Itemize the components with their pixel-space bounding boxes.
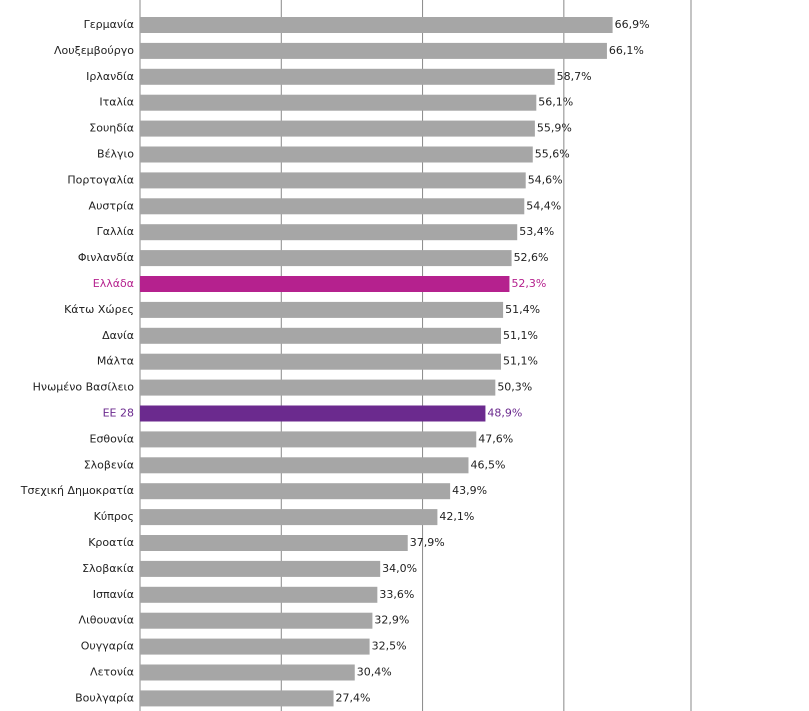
category-label: Σλοβακία — [82, 562, 134, 575]
value-label: 48,9% — [487, 407, 522, 420]
category-label: Σουηδία — [89, 122, 134, 135]
value-label: 56,1% — [538, 96, 573, 109]
bar — [140, 250, 512, 267]
bar — [140, 353, 501, 370]
value-label: 30,4% — [357, 666, 392, 679]
category-label: Ιρλανδία — [86, 70, 134, 83]
value-label: 43,9% — [452, 484, 487, 497]
bar — [140, 120, 535, 137]
value-label: 32,9% — [374, 614, 409, 627]
category-label: Πορτογαλία — [67, 173, 134, 186]
value-label: 51,4% — [505, 303, 540, 316]
bar — [140, 560, 381, 577]
value-label: 52,3% — [511, 277, 546, 290]
value-label: 55,6% — [535, 148, 570, 161]
category-label: Γαλλία — [97, 225, 134, 238]
category-label: Λουξεμβούργο — [54, 44, 134, 57]
category-label: Εσθονία — [90, 432, 135, 445]
value-label: 47,6% — [478, 432, 513, 445]
category-label: Σλοβενία — [84, 458, 134, 471]
category-label: Αυστρία — [89, 199, 134, 212]
bar — [140, 198, 525, 215]
value-label: 46,5% — [470, 458, 505, 471]
bar — [140, 42, 607, 59]
category-label: Δανία — [102, 329, 134, 342]
bar — [140, 431, 477, 448]
value-label: 66,1% — [609, 44, 644, 57]
category-label: Λετονία — [90, 666, 134, 679]
category-label: Βουλγαρία — [75, 691, 134, 704]
category-label: Ελλάδα — [93, 277, 134, 290]
category-label: Ηνωμένο Βασίλειο — [33, 381, 135, 394]
bar — [140, 327, 501, 344]
category-label: Ουγγαρία — [81, 640, 134, 653]
category-label: Φινλανδία — [78, 251, 134, 264]
bar — [140, 94, 537, 111]
value-label: 27,4% — [336, 691, 371, 704]
bar — [140, 379, 496, 396]
bar — [140, 535, 408, 551]
value-label: 52,6% — [514, 251, 549, 264]
category-label: Ιταλία — [99, 96, 134, 109]
bar — [140, 586, 378, 603]
bar — [140, 276, 510, 292]
bar — [140, 690, 334, 707]
bar — [140, 509, 438, 526]
category-label: Κροατία — [88, 536, 134, 549]
value-label: 58,7% — [557, 70, 592, 83]
value-label: 51,1% — [503, 329, 538, 342]
bar — [140, 17, 613, 33]
value-label: 32,5% — [372, 640, 407, 653]
value-label: 51,1% — [503, 355, 538, 368]
bar — [140, 483, 451, 500]
category-label: Γερμανία — [84, 18, 134, 31]
bar — [140, 68, 555, 85]
category-label: Μάλτα — [97, 355, 134, 368]
category-label: Ισπανία — [93, 588, 134, 601]
value-label: 55,9% — [537, 122, 572, 135]
category-label: Κύπρος — [94, 510, 134, 523]
bar — [140, 457, 469, 474]
value-label: 50,3% — [497, 381, 532, 394]
value-label: 54,4% — [526, 199, 561, 212]
value-label: 34,0% — [382, 562, 417, 575]
value-label: 53,4% — [519, 225, 554, 238]
category-label: Τσεχική Δημοκρατία — [20, 484, 134, 497]
category-label: Βέλγιο — [97, 148, 134, 161]
bar — [140, 612, 373, 629]
bar — [140, 664, 355, 681]
category-label: Λιθουανία — [79, 614, 134, 627]
bar — [140, 301, 504, 318]
bar — [140, 224, 518, 241]
bar — [140, 146, 533, 163]
value-label: 66,9% — [615, 18, 650, 31]
category-label: ΕΕ 28 — [103, 407, 134, 420]
value-label: 54,6% — [528, 173, 563, 186]
bar — [140, 638, 370, 655]
value-label: 42,1% — [439, 510, 474, 523]
bar — [140, 172, 526, 189]
category-label: Κάτω Χώρες — [64, 303, 134, 316]
value-label: 33,6% — [379, 588, 414, 601]
value-label: 37,9% — [410, 536, 445, 549]
bar — [140, 405, 486, 422]
